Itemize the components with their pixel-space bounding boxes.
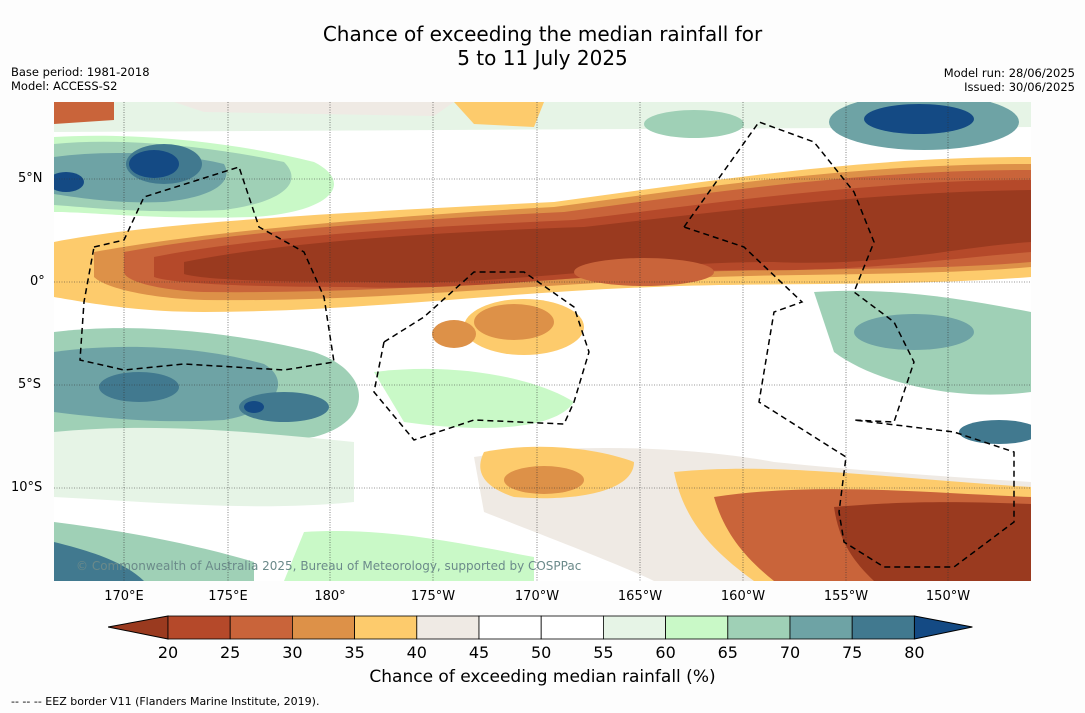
footer-note: -- -- -- EEZ border V11 (Flanders Marine… <box>11 695 320 708</box>
eez-central <box>373 271 590 441</box>
lon-label-170w: 170°W <box>514 589 560 604</box>
map-canvas: © Commonwealth of Australia 2025, Bureau… <box>54 102 1031 581</box>
eez-west <box>79 166 335 371</box>
colorbar-tick-label: 50 <box>531 643 552 662</box>
title-line-2: 5 to 11 July 2025 <box>457 46 628 70</box>
top-left-dry-patch <box>54 102 114 124</box>
colorbar-tick-label: 70 <box>779 643 801 662</box>
south-wet-core-2 <box>239 392 329 422</box>
colorbar-segment <box>229 615 293 640</box>
colorbar-high-extension <box>913 615 973 640</box>
meta-left: Base period: 1981-2018 Model: ACCESS-S2 <box>11 65 150 93</box>
lon-label-170e: 170°E <box>104 589 144 604</box>
lon-label-160w: 160°W <box>720 589 766 604</box>
eez-borders <box>79 121 1015 568</box>
colorbar-tick-label: 80 <box>904 643 925 662</box>
colorbar-segment <box>665 615 729 640</box>
lat-label-5s: 5°S <box>18 377 42 392</box>
title-line-1: Chance of exceeding the median rainfall … <box>322 22 763 46</box>
west-edge-wet-core <box>54 172 84 192</box>
colorbar-segment <box>602 615 666 640</box>
eez-east <box>682 121 1015 568</box>
north-green-patch <box>644 110 744 138</box>
model-name: Model: ACCESS-S2 <box>11 79 118 93</box>
lon-label-175w: 175°W <box>410 589 456 604</box>
south-orange-patch <box>504 466 584 494</box>
south-west-wet-core <box>99 372 179 402</box>
top-yellow-patch <box>454 102 544 127</box>
colorbar-segment <box>291 615 355 640</box>
north-west-wet-core <box>129 150 179 178</box>
issued-date: Issued: 30/06/2025 <box>964 80 1075 94</box>
lon-label-180: 180° <box>314 589 346 604</box>
colorbar-segment <box>354 615 418 640</box>
colorbar-segment <box>416 615 480 640</box>
south-wet-core-3 <box>244 401 264 413</box>
south-central-orange <box>474 304 554 340</box>
south-green-patch <box>284 531 534 581</box>
lat-label-5n: 5°N <box>18 171 43 186</box>
chart-title: Chance of exceeding the median rainfall … <box>0 22 1085 70</box>
south-central-orange-2 <box>432 320 476 348</box>
colorbar-segment <box>167 615 231 640</box>
colorbar-low-extension <box>108 615 169 640</box>
colorbar-tick-label: 20 <box>157 643 179 662</box>
colorbar <box>108 615 973 640</box>
colorbar-tick-label: 75 <box>842 643 863 662</box>
colorbar-segment <box>851 615 915 640</box>
colorbar-tick-label: 55 <box>593 643 614 662</box>
model-run: Model run: 28/06/2025 <box>943 66 1075 80</box>
map-copyright: © Commonwealth of Australia 2025, Bureau… <box>76 559 581 573</box>
colorbar-segment <box>478 615 542 640</box>
rainfall-map: © Commonwealth of Australia 2025, Bureau… <box>54 102 1031 581</box>
south-east-wet-core <box>959 420 1031 444</box>
south-west-wet-2 <box>54 542 144 581</box>
colorbar-tick-label: 25 <box>220 643 241 662</box>
equatorial-dry-core <box>184 190 1031 283</box>
lon-label-150w: 150°W <box>925 589 971 604</box>
south-east-dry-core <box>834 502 1031 581</box>
south-central-green <box>374 368 574 428</box>
lat-label-10s: 10°S <box>11 480 43 495</box>
graticule <box>54 102 1031 581</box>
top-grey-patch <box>174 102 454 116</box>
colorbar-tick-label: 35 <box>344 643 365 662</box>
colorbar-tick-label: 60 <box>655 643 676 662</box>
lon-label-155w: 155°W <box>823 589 869 604</box>
lon-label-165w: 165°W <box>617 589 663 604</box>
colorbar-segment <box>727 615 791 640</box>
colorbar-segment <box>540 615 604 640</box>
northeast-wet-core <box>864 104 974 134</box>
colorbar-segment <box>789 615 853 640</box>
south-east-wet <box>854 314 974 350</box>
lat-label-0: 0° <box>30 274 45 289</box>
base-period: Base period: 1981-2018 <box>11 65 150 79</box>
meta-right: Model run: 28/06/2025 Issued: 30/06/2025 <box>944 66 1075 94</box>
colorbar-tick-label: 40 <box>406 643 427 662</box>
central-orange-blob <box>574 258 714 286</box>
colorbar-tick-label: 65 <box>717 643 738 662</box>
lon-label-175e: 175°E <box>208 589 248 604</box>
colorbar-tick-label: 30 <box>282 643 303 662</box>
colorbar-tick-label: 45 <box>468 643 490 662</box>
south-pale-green <box>54 427 354 507</box>
colorbar-title: Chance of exceeding median rainfall (%) <box>369 667 716 687</box>
